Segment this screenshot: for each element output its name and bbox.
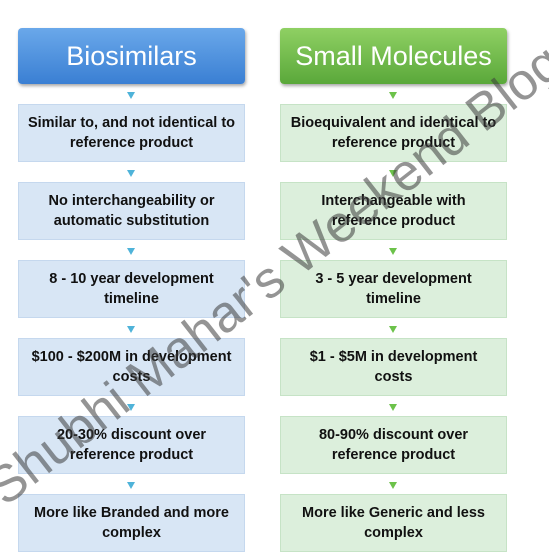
arrow [127,170,135,177]
item-box: No interchangeability or automatic subst… [18,182,245,240]
arrow [389,404,397,411]
arrow [389,92,397,99]
arrow [389,248,397,255]
item-box: Bioequivalent and identical to reference… [280,104,507,162]
item-box: Similar to, and not identical to referen… [18,104,245,162]
arrow [127,404,135,411]
item-box: More like Branded and more complex [18,494,245,552]
item-box: 8 - 10 year development timeline [18,260,245,318]
arrow [127,482,135,489]
item-box: More like Generic and less complex [280,494,507,552]
item-box: 20-30% discount over reference product [18,416,245,474]
arrow [389,482,397,489]
item-box: 80-90% discount over reference product [280,416,507,474]
column-header: Biosimilars [18,28,245,84]
arrow [127,92,135,99]
arrow [127,248,135,255]
arrow [127,326,135,333]
column-header: Small Molecules [280,28,507,84]
item-box: $1 - $5M in development costs [280,338,507,396]
arrow [389,326,397,333]
item-box: 3 - 5 year development timeline [280,260,507,318]
item-box: Interchangeable with reference product [280,182,507,240]
item-box: $100 - $200M in development costs [18,338,245,396]
arrow [389,170,397,177]
